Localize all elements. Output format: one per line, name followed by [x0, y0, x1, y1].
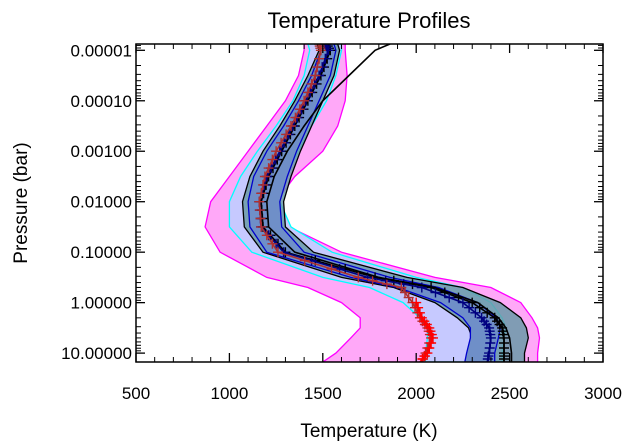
profile-marker-3: [281, 129, 292, 140]
profile-marker-3: [267, 238, 278, 249]
uncertainty-bands: [204, 44, 541, 362]
plot-frame: [135, 43, 604, 363]
profile-marker-3: [276, 137, 287, 148]
profile-marker-4: [424, 343, 435, 353]
x-axis: 500 1000 1500 2000 2500 3000: [122, 44, 622, 403]
profile-marker-3: [254, 196, 265, 207]
y-axis: 0.00001 0.00010 0.00100 0.01000 0.10000 1.000…: [61, 41, 603, 363]
profile-marker-2: [430, 287, 441, 298]
profile-marker-3: [400, 287, 410, 298]
profile-marker-3: [256, 188, 267, 199]
profile-marker-3: [353, 272, 364, 283]
profile-marker-4: [414, 307, 425, 318]
profile-marker-2: [319, 44, 330, 49]
profile-marker-3: [381, 279, 392, 290]
profile-marker-4: [411, 297, 422, 308]
profile-lines: [254, 44, 513, 362]
chart-title: Temperature Profiles: [268, 8, 471, 33]
profile-marker-3: [286, 121, 296, 131]
x-tick-label: 2000: [397, 384, 435, 403]
x-axis-title: Temperature (K): [300, 421, 437, 441]
profile-marker-3: [306, 78, 317, 89]
profile-marker-3: [263, 163, 274, 174]
profile-marker-3: [294, 104, 305, 115]
profile-marker-3: [299, 255, 310, 266]
profile-marker-3: [259, 171, 270, 182]
profile-marker-3: [315, 45, 326, 56]
profile-marker-1: [499, 354, 509, 362]
profile-marker-3: [258, 179, 268, 190]
x-tick-label: 2500: [491, 384, 529, 403]
x-tick-label: 1500: [304, 384, 342, 403]
profile-line-5: [265, 44, 513, 362]
profile-marker-3: [314, 53, 325, 64]
profile-marker-3: [312, 62, 323, 73]
profile-marker-2: [464, 302, 475, 313]
profile-marker-2: [444, 292, 455, 303]
y-tick-label: 0.00100: [71, 142, 132, 161]
plot-area: [204, 44, 541, 362]
profile-marker-3: [261, 230, 272, 241]
profile-marker-3: [367, 275, 378, 286]
y-tick-label: 0.01000: [71, 193, 132, 212]
y-tick-label: 1.00000: [71, 294, 132, 313]
profile-marker-3: [302, 87, 313, 98]
profile-marker-3: [273, 247, 283, 258]
profile-marker-4: [426, 338, 437, 348]
profile-marker-3: [254, 205, 265, 216]
uncertainty-band-4: [247, 44, 501, 362]
profile-marker-4: [428, 332, 438, 343]
profile-marker-3: [255, 213, 266, 224]
profile-marker-3: [256, 221, 267, 232]
profile-marker-4: [413, 302, 424, 313]
profile-marker-3: [267, 154, 278, 165]
profile-marker-3: [290, 112, 301, 123]
x-tick-label: 500: [122, 384, 150, 403]
profile-marker-3: [299, 95, 310, 106]
y-axis-title: Pressure (bar): [11, 142, 32, 263]
profile-marker-3: [310, 70, 321, 81]
y-tick-label: 0.00010: [71, 92, 132, 111]
profile-marker-3: [326, 264, 337, 274]
profile-marker-2: [457, 297, 468, 308]
profile-marker-2: [416, 282, 427, 293]
y-tick-label: 10.00000: [61, 344, 132, 363]
profile-marker-3: [271, 146, 282, 157]
y-tick-label: 0.00001: [71, 41, 132, 60]
x-tick-label: 3000: [584, 384, 622, 403]
profile-marker-4: [417, 354, 428, 362]
profile-marker-2: [470, 307, 481, 318]
y-tick-label: 0.10000: [71, 243, 132, 262]
x-tick-label: 1000: [210, 384, 248, 403]
